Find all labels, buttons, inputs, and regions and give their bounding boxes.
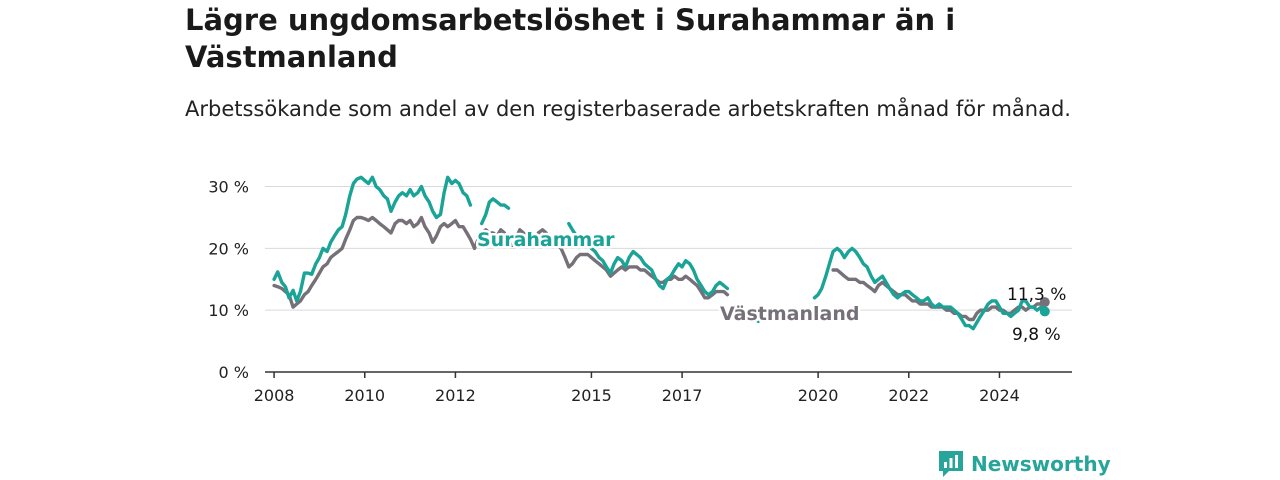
brand-name: Newsworthy [971, 452, 1111, 476]
x-tick-label: 2008 [254, 386, 295, 405]
x-tick-label: 2010 [344, 386, 385, 405]
series-label-vastmanland: Västmanland [720, 303, 860, 325]
end-marker-vastmanland [1039, 297, 1050, 308]
y-tick-label: 20 % [208, 239, 249, 258]
end-markers [1039, 297, 1050, 317]
series-line-surahammar-2 [567, 221, 730, 297]
x-tick-label: 2020 [798, 386, 839, 405]
y-tick-labels: 0 % 10 % 20 % 30 % [208, 178, 249, 382]
x-tick-label: 2017 [662, 386, 703, 405]
x-tick-label: 2015 [571, 386, 612, 405]
series-label-surahammar: Surahammar [477, 229, 615, 251]
chart-subtitle: Arbetssökande som andel av den registerb… [185, 97, 1071, 121]
y-tick-label: 0 % [219, 363, 249, 382]
y-tick-label: 30 % [208, 178, 249, 197]
series-line-surahammar-1 [480, 197, 511, 226]
end-label-vastmanland: 11,3 % [1007, 285, 1066, 305]
x-tick-label: 2012 [435, 386, 476, 405]
series-line-surahammar-0 [272, 175, 473, 303]
series-line-surahammar-5 [812, 246, 1047, 331]
y-tick-label: 10 % [208, 301, 249, 320]
x-axis: 2008 2010 2012 2015 2017 2020 2022 2024 [254, 371, 1072, 405]
brand-logo: Newsworthy [937, 448, 1111, 480]
chart-title: Lägre ungdomsarbetslöshet i Surahammar ä… [185, 3, 956, 74]
series-line-vastmanland-0 [272, 215, 730, 309]
newsworthy-logo-icon [939, 451, 963, 477]
series-line-surahammar-4 [789, 315, 797, 321]
series-lines [272, 175, 1047, 331]
end-marker-surahammar [1039, 306, 1050, 317]
series-labels: Surahammar Västmanland [475, 227, 863, 328]
x-tick-label: 2024 [979, 386, 1020, 405]
end-label-surahammar: 9,8 % [1012, 325, 1061, 345]
gridlines [265, 186, 1072, 311]
x-tick-label: 2022 [888, 386, 929, 405]
series-line-surahammar-3 [752, 317, 760, 323]
